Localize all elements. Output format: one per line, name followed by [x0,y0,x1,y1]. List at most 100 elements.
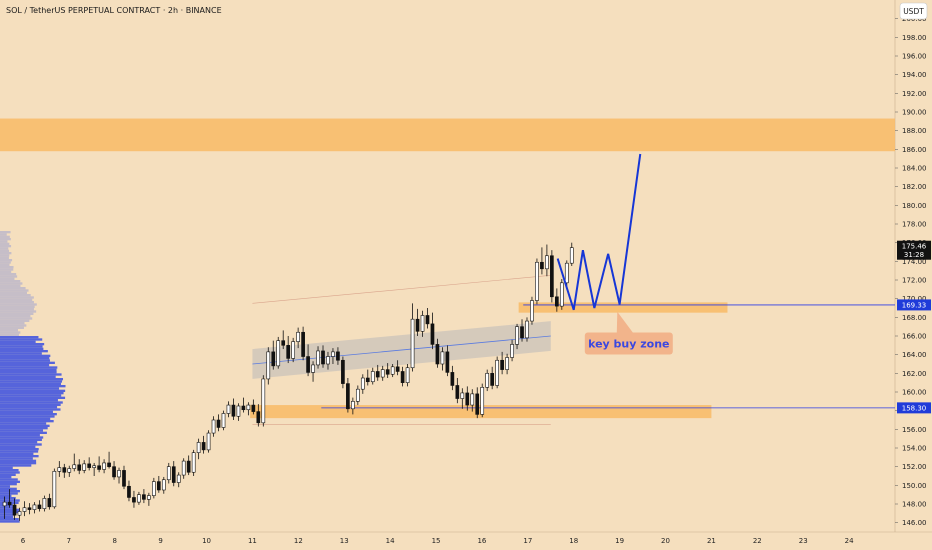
x-tick-label: 16 [477,537,486,545]
candle-body [410,318,415,369]
candle-body [435,344,440,365]
volume-profile-bar [0,331,21,334]
volume-profile-bar [0,247,9,250]
volume-profile-bar [0,480,20,483]
projection-path[interactable] [556,153,642,311]
volume-profile-bar [0,385,66,388]
candle-body [241,405,246,411]
candle-body [231,404,236,417]
candle-body [355,388,360,402]
candle-body [555,296,559,307]
candle-body [97,465,101,470]
currency-button-bg[interactable] [899,2,928,20]
volume-profile-bar [0,380,63,383]
y-tick-label: 194.00 [902,71,927,79]
currency-button[interactable]: USDT [899,2,928,20]
candle-body [181,460,186,476]
volume-profile-bar [0,459,37,462]
volume-profile-bar [0,378,64,381]
candle-body [52,471,57,508]
candle-body [2,501,7,507]
candle-body [57,467,62,472]
annotation-box[interactable] [584,332,673,355]
last-price-badge [897,240,931,260]
volume-profile-bar [0,401,63,404]
volume-profile-bar [0,375,56,378]
x-tick-label: 19 [615,537,624,545]
volume-profile-bar [0,417,51,420]
volume-profile-bar [0,317,33,320]
volume-profile-bar [0,254,10,257]
candle-body [246,404,251,411]
candle-body [559,282,564,307]
x-tick-label: 15 [432,537,441,545]
volume-profile-bar [0,413,57,416]
volume-profile-bar [0,312,34,315]
volume-profile-bar [0,382,61,385]
volume-profile-bar [0,518,19,521]
volume-profile-bar [0,263,10,266]
volume-profile-bar [0,476,12,479]
volume-profile-bar [0,338,43,341]
volume-profile-bar [0,485,11,488]
candle-body [127,485,131,498]
regression-channel [252,275,551,425]
candle-body [171,466,176,483]
y-tick-label: 196.00 [902,53,927,61]
volume-profile-bar [0,357,50,360]
volume-profile-bar [0,249,10,252]
volume-profile-bar [0,329,18,332]
volume-profile-bar [0,406,58,409]
last-price-label: 175.46 [902,243,927,251]
candle-body [465,392,470,406]
candle-body [321,350,325,365]
candles-layer [2,242,574,521]
volume-profile-bar [0,462,37,465]
y-tick-label: 146.00 [902,519,927,527]
candle-body [191,452,196,473]
volume-profile-bar [0,345,43,348]
volume-profile-bar [0,235,10,238]
candle-body [430,323,435,345]
currency-button-label[interactable]: USDT [903,7,924,16]
candle-body [67,468,72,473]
y-tick-label: 152.00 [902,463,927,471]
candle-body [460,392,465,399]
y-tick-label: 174.00 [902,258,927,266]
x-tick-label: 11 [248,537,257,545]
volume-profile-bar [0,490,20,493]
annotation-pointer [616,311,633,333]
candle-body [545,255,549,270]
y-tick-label: 198.00 [902,34,927,42]
candle-body [336,351,340,361]
candle-body [27,507,32,510]
volume-profile-bar [0,291,27,294]
y-tick-label: 192.00 [902,90,927,98]
annotation-callout[interactable]: key buy zone [584,311,673,355]
candle-body [261,378,266,424]
projection-drawing[interactable] [556,153,642,311]
candle-body [405,367,410,383]
volume-profile-bar [0,513,15,516]
x-tick-label: 6 [21,537,26,545]
volume-profile-bar [0,438,42,441]
candle-body [445,351,450,373]
price-axis-panel[interactable] [895,0,932,550]
candle-body [450,372,455,386]
x-tick-label: 8 [113,537,117,545]
x-tick-label: 21 [707,537,716,545]
candle-body [206,432,211,451]
volume-profile-bar [0,387,60,390]
volume-profile-bar [0,238,11,241]
candle-body [351,401,355,410]
volume-profile-bar [0,403,61,406]
y-tick-label: 164.00 [902,351,927,359]
volume-profile-bar [0,289,29,292]
candle-body [236,405,241,417]
candle-body [7,501,12,506]
horizontal-lines [321,304,895,409]
y-tick-label: 154.00 [902,445,927,453]
volume-profile-bar [0,308,34,311]
